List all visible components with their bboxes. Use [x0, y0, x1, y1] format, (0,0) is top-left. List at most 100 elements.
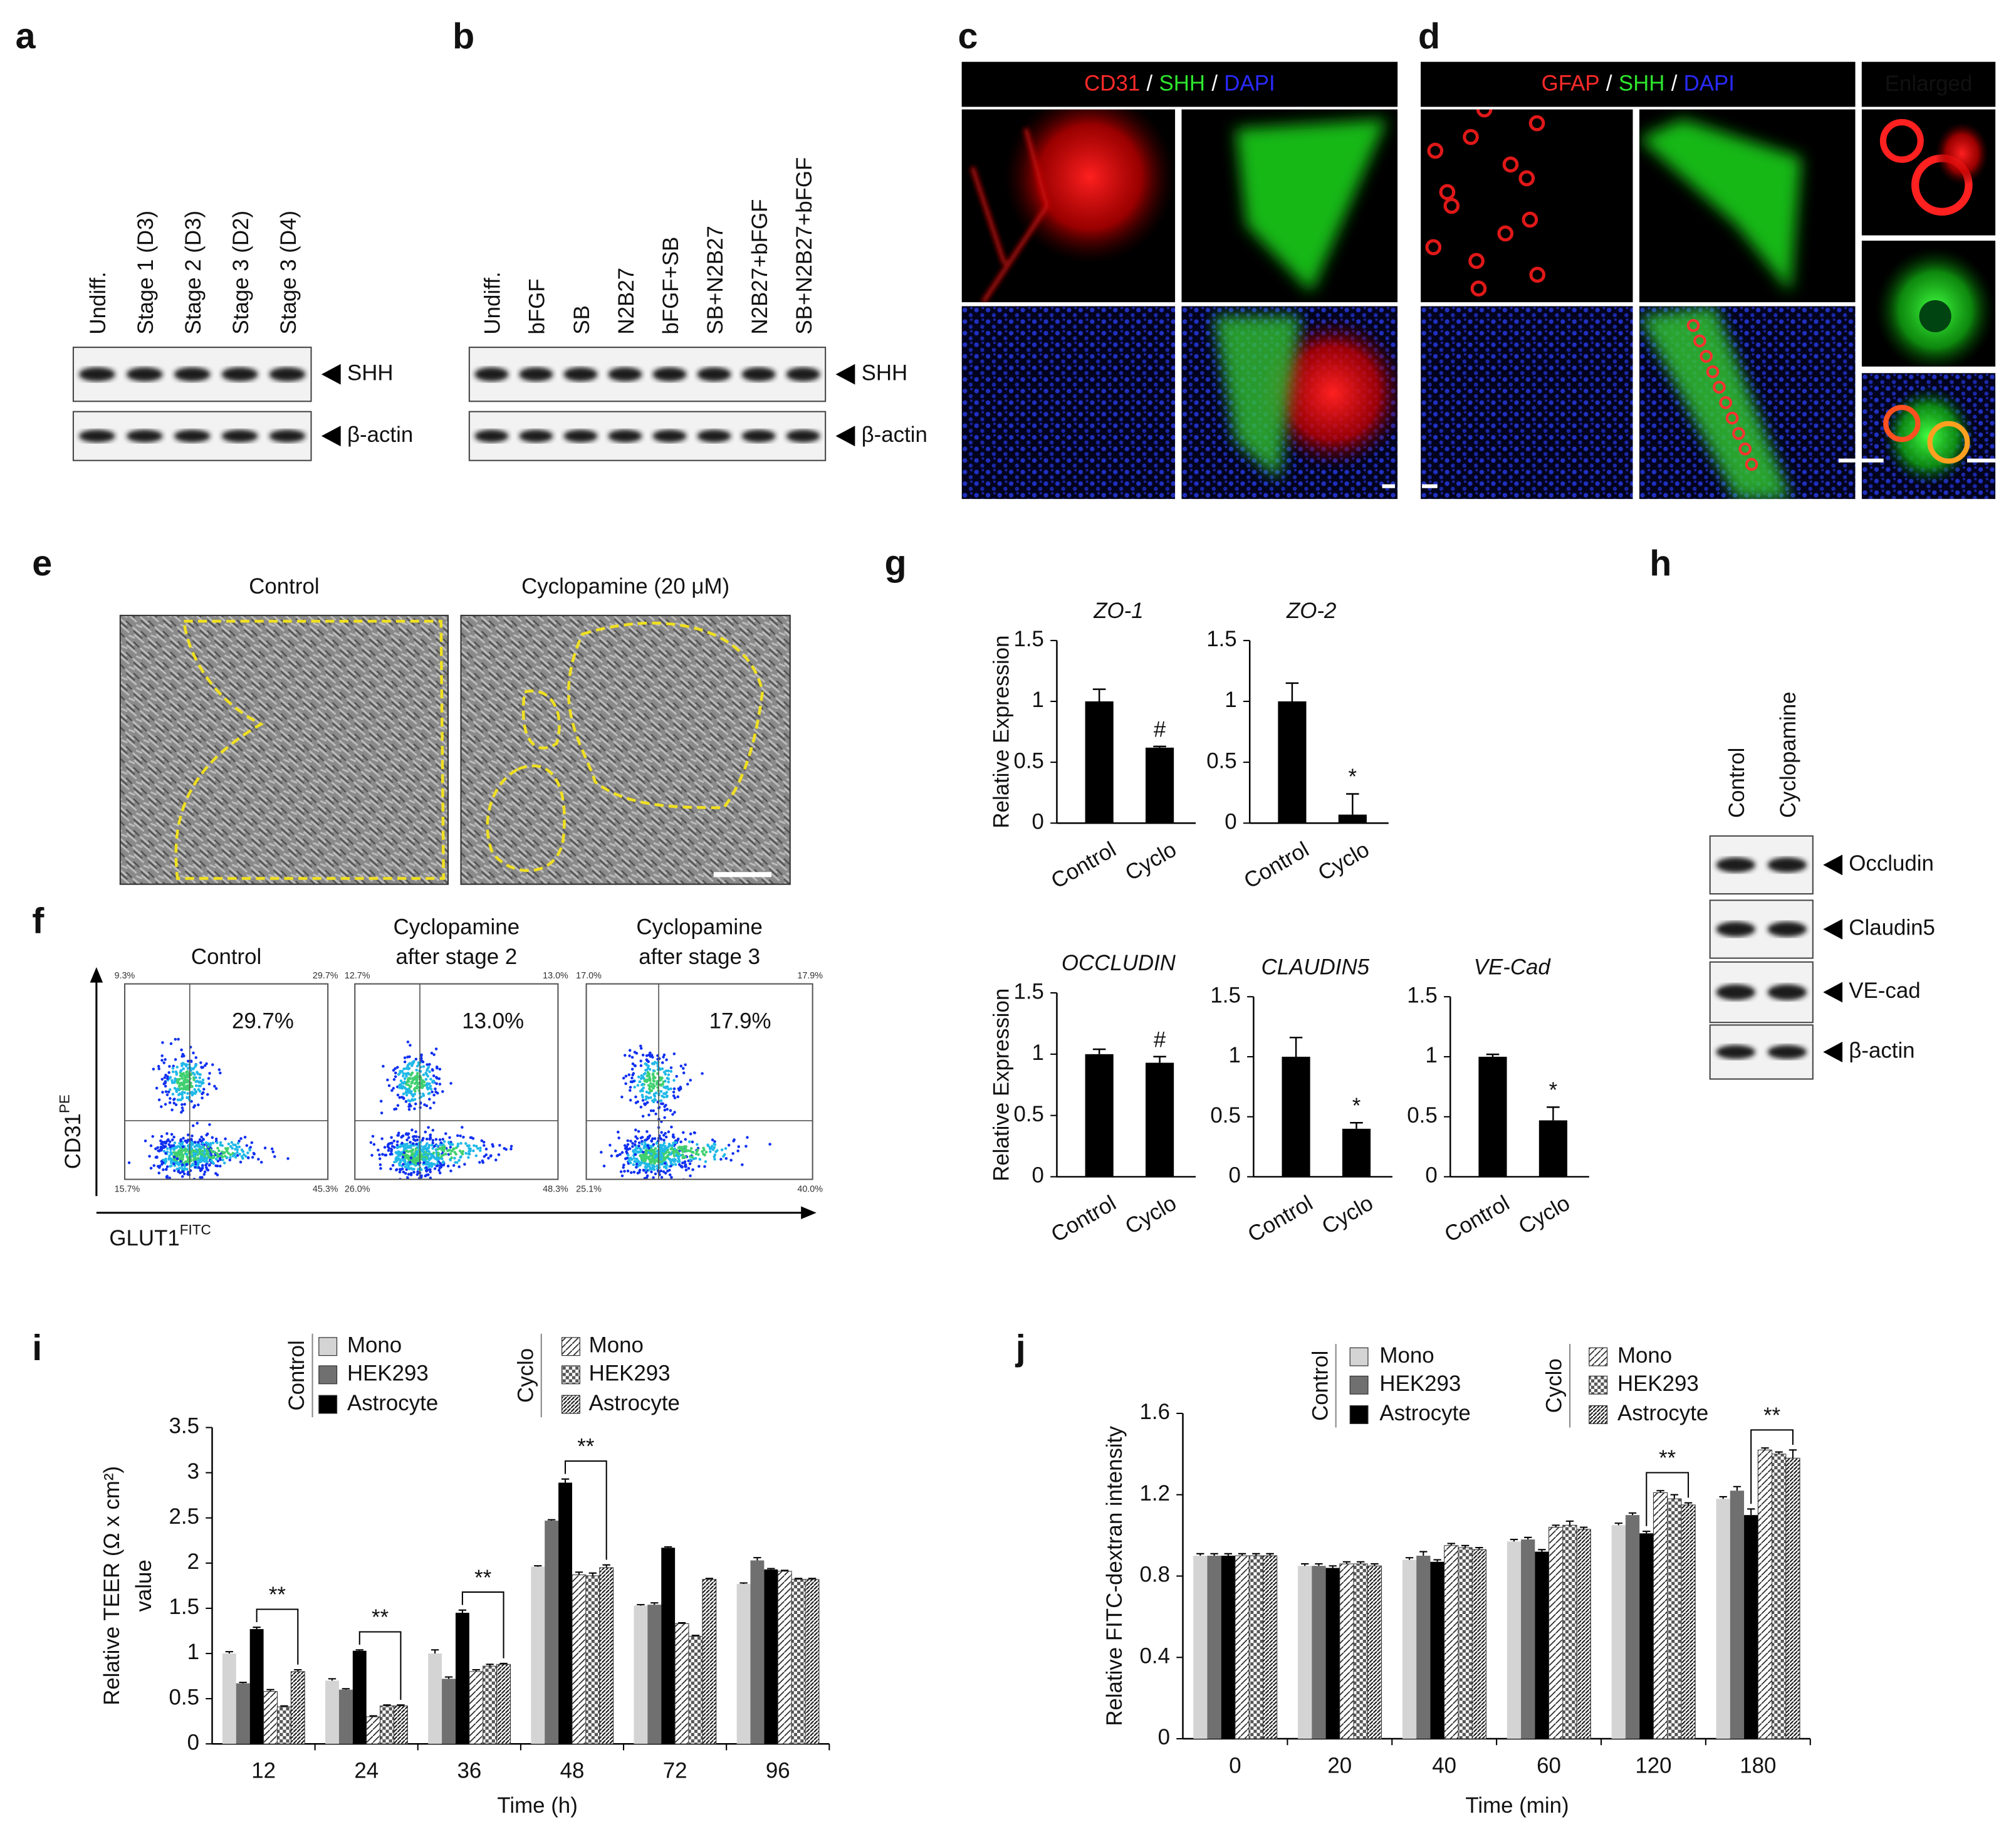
flow-event: [422, 1161, 426, 1165]
flow-event: [480, 1139, 484, 1143]
flow-event: [224, 1137, 227, 1141]
flow-event: [403, 1086, 407, 1089]
flow-event: [410, 1081, 414, 1084]
flow-event: [452, 1147, 455, 1150]
flow-event: [194, 1063, 198, 1067]
flow-event: [221, 1158, 224, 1161]
lane-label: N2B27: [614, 268, 639, 335]
flow-event: [201, 1176, 204, 1179]
flow-event: [667, 1073, 671, 1077]
flow-event: [186, 1075, 190, 1079]
flow-event: [646, 1079, 650, 1082]
flow-event: [672, 1052, 676, 1056]
flow-event: [460, 1151, 463, 1155]
lane-label: Control: [1725, 748, 1749, 818]
y-tick-label: 0: [187, 1730, 199, 1754]
flow-event: [433, 1167, 437, 1170]
flow-event: [257, 1158, 260, 1161]
label-sup: FITC: [180, 1222, 211, 1238]
flow-event: [642, 1086, 645, 1089]
flow-event: [402, 1170, 405, 1174]
flow-event: [428, 1098, 431, 1101]
flow-event: [410, 1064, 414, 1067]
flow-event: [668, 1158, 671, 1161]
panel-letter: i: [32, 1328, 42, 1368]
quadrant-percent: 40.0%: [797, 1185, 823, 1195]
flow-event: [662, 1056, 665, 1059]
flow-event: [436, 1148, 440, 1151]
y-tick-label: 0.5: [1407, 1103, 1437, 1128]
flow-border: [354, 983, 559, 1180]
flow-event: [396, 1066, 399, 1069]
flow-event: [228, 1158, 232, 1161]
flow-event: [620, 1174, 624, 1178]
flow-event: [193, 1087, 196, 1091]
flow-event: [201, 1164, 204, 1167]
flow-event: [127, 1161, 131, 1165]
flow-event: [162, 1168, 165, 1171]
legend-label: HEK293: [589, 1361, 671, 1386]
flow-event: [641, 1082, 644, 1086]
flow-event: [157, 1067, 161, 1071]
flow-event: [174, 1145, 178, 1149]
flow-event: [668, 1173, 672, 1176]
flow-event: [414, 1076, 417, 1079]
flow-event: [167, 1090, 170, 1094]
flow-event: [660, 1149, 663, 1153]
flow-event: [484, 1147, 488, 1151]
flow-event: [216, 1160, 220, 1163]
blot-band: [269, 367, 306, 382]
flow-event: [157, 1171, 161, 1175]
flow-event: [722, 1155, 725, 1158]
flow-event: [404, 1171, 407, 1175]
flow-event: [201, 1066, 204, 1069]
y-axis-label: Relative Expression: [990, 636, 1014, 829]
flow-event: [241, 1156, 244, 1160]
red-cell: [1879, 118, 1924, 163]
error-bar: [225, 1651, 234, 1654]
error-bar: [1329, 1565, 1337, 1568]
red-cell: [1470, 280, 1487, 297]
flow-event: [246, 1156, 250, 1160]
flow-event: [467, 1152, 471, 1156]
flow-event: [425, 1104, 429, 1108]
legend-group: Control: [285, 1340, 309, 1410]
flow-event: [185, 1096, 189, 1099]
flow-event: [683, 1145, 686, 1148]
flow-event: [250, 1141, 254, 1145]
flow-event: [408, 1062, 412, 1065]
flow-event: [443, 1140, 446, 1143]
error-bar: [1433, 1559, 1441, 1562]
flow-event: [407, 1108, 411, 1111]
band-arrow: [321, 426, 341, 447]
flow-event: [669, 1087, 672, 1091]
flow-event: [273, 1155, 276, 1158]
flow-event: [412, 1160, 416, 1164]
y-tick-label: 1: [1225, 688, 1236, 712]
flow-event: [713, 1146, 716, 1149]
error-bar: [794, 1578, 803, 1580]
bar: [1325, 1568, 1340, 1739]
flow-event: [392, 1078, 396, 1081]
flow-event: [215, 1157, 218, 1161]
flow-event: [432, 1101, 436, 1104]
flow-event: [402, 1074, 405, 1078]
flow-event: [649, 1051, 652, 1055]
flow-event: [183, 1091, 186, 1094]
flow-event: [440, 1164, 444, 1167]
flow-event: [191, 1134, 194, 1138]
flow-event: [386, 1078, 389, 1082]
legend-label: Astrocyte: [1617, 1401, 1708, 1425]
flow-event: [655, 1082, 659, 1086]
legend-swatch: [318, 1395, 338, 1414]
flow-event: [644, 1138, 648, 1141]
flow-event: [180, 1064, 184, 1067]
bar: [1458, 1547, 1473, 1739]
bar: [1535, 1551, 1549, 1739]
flow-event: [169, 1145, 172, 1149]
flow-border: [123, 983, 329, 1180]
flow-event: [729, 1158, 733, 1162]
flow-event: [719, 1158, 723, 1161]
flow-event: [627, 1153, 630, 1157]
